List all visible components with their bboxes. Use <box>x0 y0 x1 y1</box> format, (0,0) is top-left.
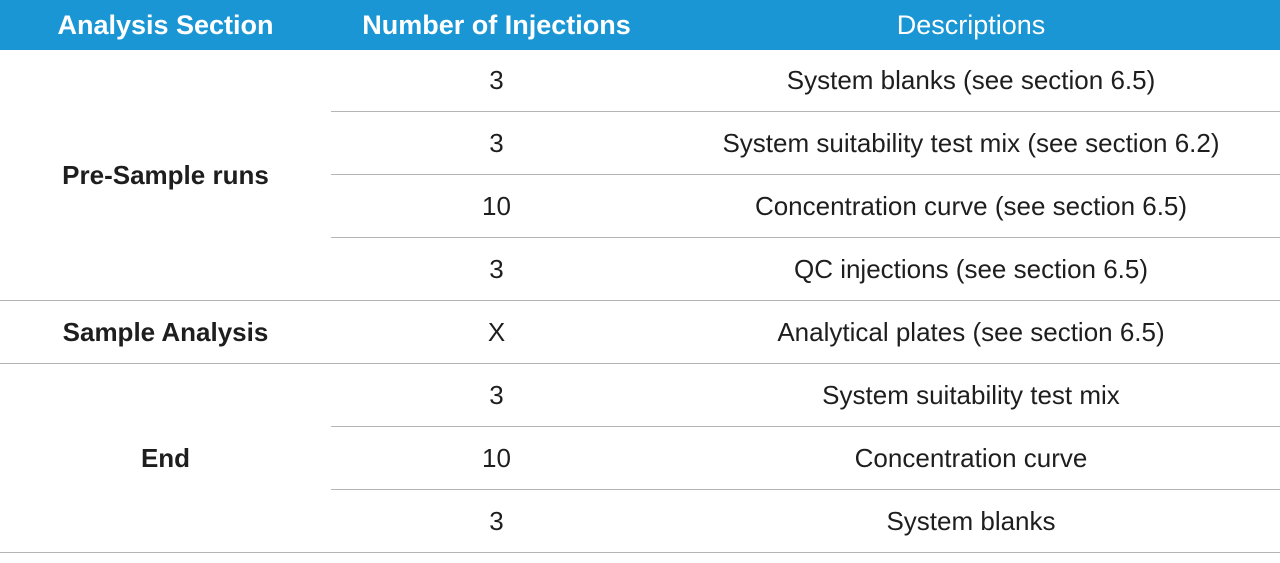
injections-cell: X <box>331 300 662 364</box>
description-cell: System blanks (see section 6.5) <box>662 50 1280 112</box>
injections-cell: 3 <box>331 237 662 301</box>
injections-cell: 10 <box>331 174 662 238</box>
description-cell: System blanks <box>662 489 1280 553</box>
table-row: 3 System suitability test mix (see secti… <box>0 111 1280 175</box>
table-row: End 3 System suitability test mix <box>0 363 1280 553</box>
injections-cell: 3 <box>331 50 662 112</box>
injections-cell: 3 <box>331 489 662 553</box>
section-pre-sample-runs: Pre-Sample runs <box>0 50 331 301</box>
injections-cell: 3 <box>331 363 662 427</box>
injections-cell: 10 <box>331 426 662 490</box>
table-row: Pre-Sample runs 3 System blanks (see sec… <box>0 50 1280 301</box>
section-end: End <box>0 363 331 553</box>
description-cell: Analytical plates (see section 6.5) <box>662 300 1280 364</box>
section-sample-analysis: Sample Analysis <box>0 300 331 364</box>
table-row: Sample Analysis X Analytical plates (see… <box>0 300 1280 364</box>
description-cell: Concentration curve (see section 6.5) <box>662 174 1280 238</box>
header-row: Analysis Section Number of Injections De… <box>0 0 1280 50</box>
header-descriptions: Descriptions <box>662 0 1280 50</box>
table-row: 3 QC injections (see section 6.5) <box>0 237 1280 301</box>
table-row: 10 Concentration curve (see section 6.5) <box>0 174 1280 238</box>
header-number-of-injections: Number of Injections <box>331 0 662 50</box>
description-cell: System suitability test mix <box>662 363 1280 427</box>
table-row: 3 System blanks <box>0 489 1280 553</box>
table-row: 10 Concentration curve <box>0 426 1280 490</box>
injections-cell: 3 <box>331 111 662 175</box>
header-analysis-section: Analysis Section <box>0 0 331 50</box>
description-cell: Concentration curve <box>662 426 1280 490</box>
description-cell: System suitability test mix (see section… <box>662 111 1280 175</box>
description-cell: QC injections (see section 6.5) <box>662 237 1280 301</box>
